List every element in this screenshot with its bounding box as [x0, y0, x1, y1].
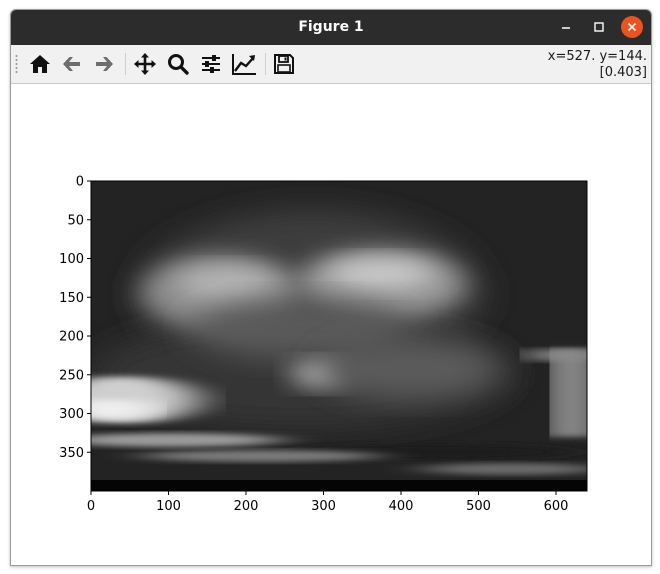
plot-svg: 0 50 100 150 200 250 300 350 0 100 200 300 400 500 60…: [46, 175, 601, 514]
close-button[interactable]: [621, 16, 643, 38]
navigation-toolbar: x=527. y=144. [0.403]: [11, 45, 651, 84]
arrow-right-icon: [96, 57, 113, 71]
x-axis: 0 100 200 300 400 500 600: [87, 491, 569, 514]
floppy-disk-icon: [274, 54, 294, 74]
save-button[interactable]: [271, 52, 297, 76]
arrow-left-icon: [63, 57, 80, 71]
y-tick-label: 350: [59, 446, 84, 461]
back-button[interactable]: [59, 52, 85, 76]
image-plot[interactable]: [46, 181, 601, 491]
figure-window: Figure 1: [10, 9, 652, 566]
y-tick-label: 200: [59, 330, 84, 345]
x-tick-label: 400: [389, 499, 414, 514]
figure-canvas[interactable]: 0 50 100 150 200 250 300 350 0 100 200 300 400 500 60…: [11, 84, 651, 565]
sliders-icon: [202, 55, 220, 73]
zoom-button[interactable]: [165, 52, 191, 76]
toolbar-separator: [125, 53, 126, 75]
minimize-icon: [562, 27, 570, 29]
maximize-icon: [594, 22, 604, 32]
x-tick-label: 300: [311, 499, 336, 514]
maximize-button[interactable]: [588, 16, 610, 38]
toolbar-grip[interactable]: [15, 54, 18, 74]
minimize-button[interactable]: [555, 16, 577, 38]
x-tick-label: 100: [156, 499, 181, 514]
window-title: Figure 1: [298, 19, 364, 35]
y-tick-label: 50: [67, 213, 84, 228]
configure-subplots-button[interactable]: [198, 52, 224, 76]
y-tick-label: 150: [59, 291, 84, 306]
zoom-icon: [168, 54, 189, 75]
y-tick-label: 0: [76, 175, 84, 190]
move-icon: [134, 53, 156, 75]
x-tick-label: 200: [234, 499, 259, 514]
forward-button[interactable]: [91, 52, 117, 76]
cursor-value-readout: [0.403]: [599, 65, 647, 80]
home-button[interactable]: [27, 52, 53, 76]
x-tick-label: 600: [544, 499, 569, 514]
cursor-position-readout: x=527. y=144.: [547, 49, 647, 64]
edit-axes-button[interactable]: [231, 52, 257, 76]
x-tick-label: 500: [466, 499, 491, 514]
y-tick-label: 100: [59, 252, 84, 267]
y-axis: 0 50 100 150 200 250 300 350: [59, 175, 91, 461]
title-bar[interactable]: Figure 1: [11, 10, 651, 45]
x-tick-label: 0: [87, 499, 95, 514]
y-tick-label: 250: [59, 368, 84, 383]
home-icon: [30, 55, 50, 73]
cursor-coordinates: x=527. y=144. [0.403]: [548, 49, 647, 81]
pan-button[interactable]: [132, 52, 158, 76]
line-chart-icon: [232, 54, 256, 75]
toolbar-separator: [265, 53, 266, 75]
close-icon: [627, 22, 637, 32]
y-tick-label: 300: [59, 407, 84, 422]
